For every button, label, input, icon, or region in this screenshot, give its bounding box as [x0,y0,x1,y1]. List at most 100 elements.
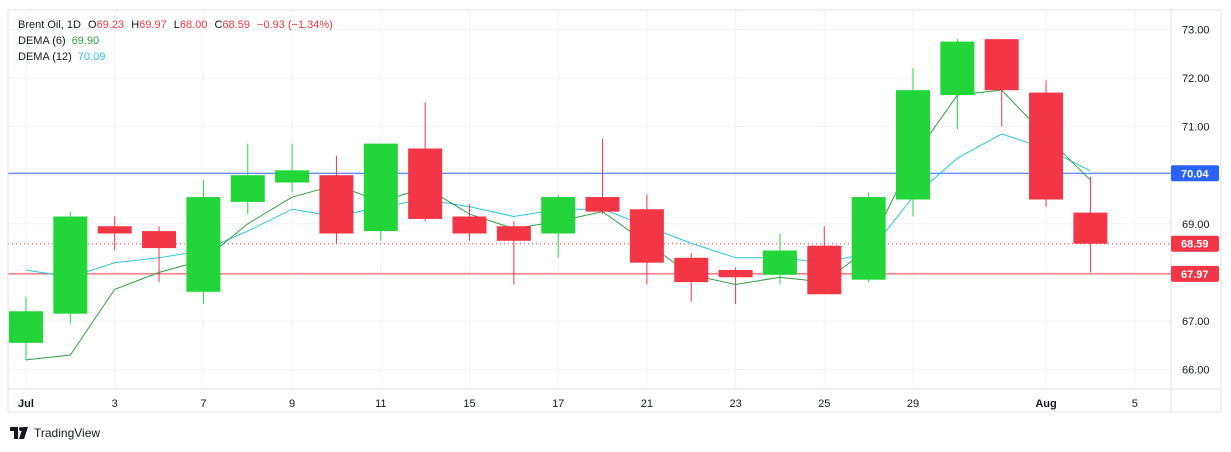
tradingview-logo-icon [10,427,28,439]
candle[interactable] [186,180,221,304]
candle-body [363,143,398,232]
x-tick-label: 15 [463,398,475,410]
chart-legend: Brent Oil, 1D O69.23 H69.97 L68.00 C68.5… [18,17,333,65]
x-tick-label: 3 [112,398,118,410]
candle-body [142,231,177,249]
tradingview-logo-text: TradingView [34,426,101,440]
x-tick-label: Jul [18,398,34,410]
candle[interactable] [629,194,664,285]
candle-body [496,226,531,241]
open-value: 69.23 [96,19,125,31]
candle-body [319,175,354,234]
ohlc-legend-row: Brent Oil, 1D O69.23 H69.97 L68.00 C68.5… [18,19,333,31]
low-key: L [173,19,180,31]
candle[interactable] [718,267,753,304]
y-tick-label: 69.00 [1182,219,1210,231]
candle[interactable] [940,39,975,130]
y-tick-label: 67.00 [1182,316,1210,328]
candle[interactable] [452,204,487,241]
dema12-label: DEMA (12) [18,51,72,63]
candle-body [629,209,664,263]
y-tick-label: 73.00 [1182,24,1210,36]
candle[interactable] [762,233,797,285]
price-label-box [1171,235,1219,252]
candle-body [807,245,842,295]
candle[interactable] [319,155,354,244]
candle[interactable] [408,102,443,222]
candle-body [984,39,1019,91]
candle[interactable] [363,143,398,241]
candle[interactable] [896,68,930,217]
x-tick-label: Aug [1035,398,1056,410]
candlesticks[interactable] [9,39,1108,360]
candle[interactable] [53,211,88,324]
candle-body [9,311,43,343]
candle[interactable] [496,221,531,285]
x-tick-label: 17 [552,398,564,410]
price-axis[interactable]: 66.0067.0068.0069.0070.0071.0072.0073.00… [1171,24,1219,377]
symbol-name[interactable]: Brent Oil [18,19,61,31]
candle-body [452,216,487,234]
candle[interactable] [275,143,310,193]
candle-body [97,226,132,234]
candle[interactable] [1029,80,1064,207]
candle[interactable] [1073,176,1108,273]
y-tick-label: 71.00 [1182,122,1210,134]
candle-body [940,41,975,96]
close-value: 68.59 [222,19,250,31]
high-key: H [131,19,140,31]
x-tick-label: 29 [907,398,919,410]
candle[interactable] [97,216,132,251]
candle[interactable] [984,39,1019,127]
candle-body [585,197,620,212]
price-label: 70.04 [1181,168,1209,180]
candle-body [762,250,797,275]
candle[interactable] [230,143,265,215]
interval-label[interactable]: 1D [66,19,81,31]
x-tick-label: 21 [641,398,653,410]
price-label: 67.97 [1181,269,1209,281]
dema12-legend-row[interactable]: DEMA (12) 70.09 [18,49,333,65]
x-tick-label: 23 [729,398,741,410]
candle-body [230,175,265,202]
candle-body [541,197,576,234]
candle-body [674,257,709,283]
x-tick-label: 11 [375,398,386,410]
high-value: 69.97 [139,19,167,31]
candle[interactable] [585,138,620,215]
candle[interactable] [142,226,177,283]
price-label: 68.59 [1181,239,1209,251]
candle-body [896,90,930,200]
dema6-value: 69.90 [71,35,100,47]
candle[interactable] [674,252,709,302]
tradingview-logo[interactable]: TradingView [10,426,100,440]
x-tick-label: 5 [1132,398,1138,410]
candle-body [1073,212,1108,244]
candle[interactable] [807,226,842,295]
x-tick-label: 9 [289,398,295,410]
candle[interactable] [9,296,43,360]
price-label-box [1171,165,1219,182]
dema12-value: 70.09 [77,51,106,63]
dema6-legend-row[interactable]: DEMA (6) 69.90 [18,33,333,49]
candle-body [1029,92,1064,200]
time-axis[interactable]: Jul 3 7 9 11 15 17 21 23 25 29 Aug 5 [18,398,1138,410]
candle-body [718,269,753,278]
candle[interactable] [851,192,886,283]
y-tick-label: 72.00 [1182,73,1210,85]
candle[interactable] [541,194,576,258]
close-key: C [214,19,223,31]
x-tick-label: 25 [818,398,830,410]
chart-frame [7,9,1222,413]
candle-body [53,216,88,314]
open-key: O [88,19,97,31]
x-tick-label: 7 [200,398,206,410]
y-tick-label: 66.00 [1182,365,1210,377]
candle-body [275,170,310,183]
candle-body [851,197,886,280]
candle-body [408,148,443,219]
low-value: 68.00 [179,19,208,31]
dema6-label: DEMA (6) [18,35,66,47]
candle-body [186,197,221,292]
